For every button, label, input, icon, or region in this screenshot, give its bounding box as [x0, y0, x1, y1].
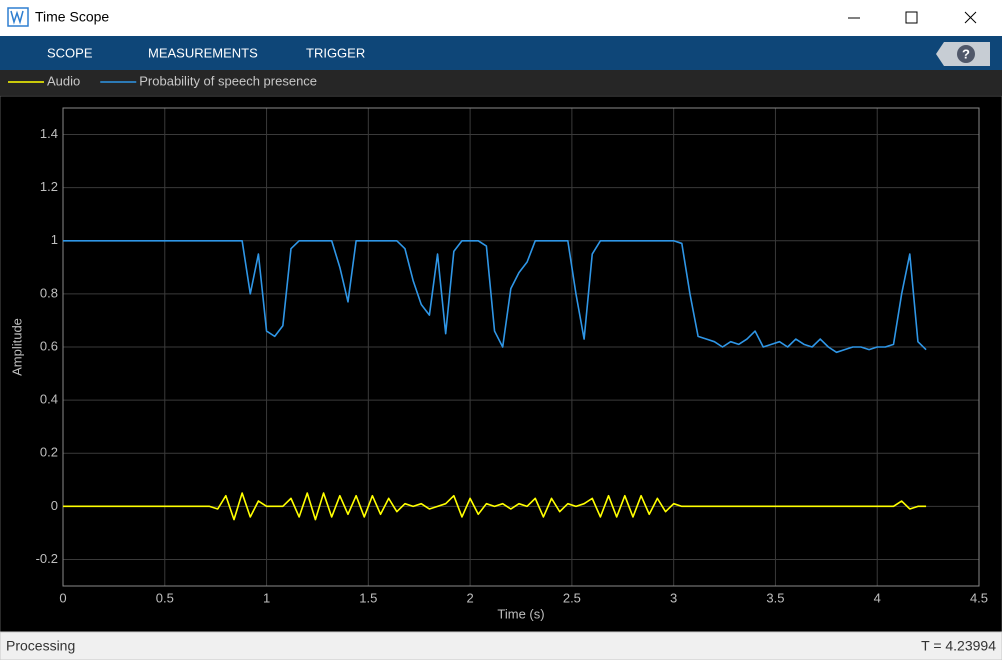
- toolbar: [0, 36, 1002, 70]
- x-tick-label: 1: [263, 590, 270, 605]
- x-tick-label: 2.5: [563, 590, 581, 605]
- status-text: Processing: [6, 638, 75, 654]
- legend-label: Audio: [47, 73, 80, 88]
- x-tick-label: 4: [874, 590, 881, 605]
- app-icon-glyph: [10, 10, 24, 25]
- y-tick-label: 0.2: [40, 445, 58, 460]
- y-tick-label: 1.4: [40, 126, 58, 141]
- maximize-button[interactable]: [905, 11, 918, 24]
- legend-bar: [0, 70, 1002, 95]
- window-title: Time Scope: [35, 9, 109, 25]
- title-bar: [0, 0, 1002, 36]
- x-tick-label: 0.5: [156, 590, 174, 605]
- y-tick-label: 0.6: [40, 338, 58, 353]
- tab-scope[interactable]: SCOPE: [47, 45, 93, 60]
- axes-box: [62, 107, 980, 587]
- status-bar: [0, 631, 1002, 660]
- tab-measurements[interactable]: MEASUREMENTS: [148, 45, 258, 60]
- plot-panel: [0, 95, 1002, 633]
- x-tick-label: 4.5: [970, 590, 988, 605]
- close-button[interactable]: [964, 11, 977, 24]
- help-glyph[interactable]: ?: [962, 46, 970, 61]
- x-axis-label: Time (s): [497, 606, 544, 621]
- y-tick-label: -0.2: [36, 551, 58, 566]
- y-tick-label: 1.2: [40, 179, 58, 194]
- legend-label: Probability of speech presence: [139, 73, 317, 88]
- legend: Audio Probability of speech presence: [8, 73, 317, 88]
- time-readout: T = 4.23994: [921, 638, 996, 654]
- x-tick-label: 1.5: [359, 590, 377, 605]
- y-tick-label: 0.4: [40, 392, 58, 407]
- tab-trigger[interactable]: TRIGGER: [306, 45, 365, 60]
- series-line: [63, 239, 927, 354]
- y-tick-label: 1: [51, 232, 58, 247]
- plot: -0.2 0 0.2 0.4 0.6 0.8 1 1.2 1.4 0 0.5 1 1.5 2 2.5 3 3.5…: [9, 107, 988, 621]
- x-tick-label: 3.5: [766, 590, 784, 605]
- y-tick-label: 0.8: [40, 285, 58, 300]
- y-axis-label: Amplitude: [9, 318, 24, 376]
- help-icon[interactable]: [957, 45, 975, 63]
- series-line: [63, 492, 927, 521]
- x-tick-label: 0: [59, 590, 66, 605]
- x-tick-label: 2: [466, 590, 473, 605]
- y-tick-label: 0: [51, 498, 58, 513]
- x-tick-label: 3: [670, 590, 677, 605]
